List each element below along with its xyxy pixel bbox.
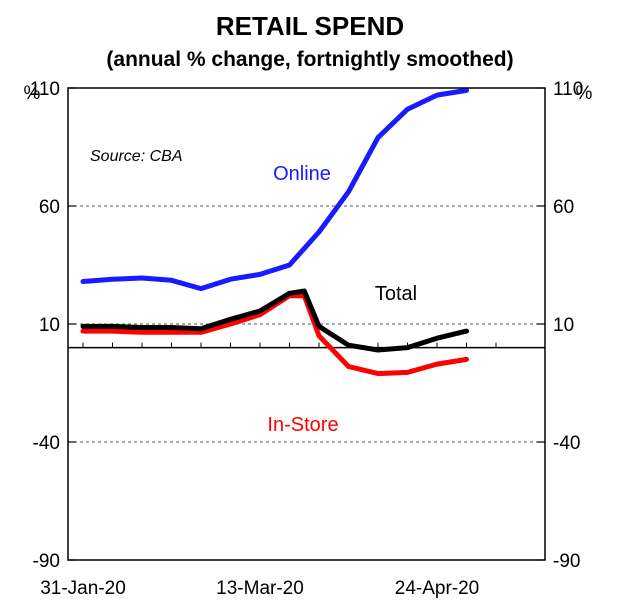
y-unit-right: % [576, 83, 593, 104]
y-tick-label-right: -90 [553, 551, 580, 572]
series-label-online: Online [273, 163, 331, 185]
y-tick-label-right: -40 [553, 433, 580, 454]
x-tick-label: 13-Mar-20 [216, 578, 304, 599]
source-note: Source: CBA [90, 148, 182, 165]
y-tick-label-right: 110 [553, 79, 583, 100]
series-label-total: Total [375, 283, 417, 305]
y-unit-left: % [24, 83, 41, 104]
y-tick-label-right: 60 [553, 197, 574, 218]
y-tick-label-left: 10 [39, 315, 60, 336]
chart-subtitle: (annual % change, fortnightly smoothed) [106, 48, 513, 71]
y-tick-label-left: 110 [30, 79, 60, 100]
y-tick-label-right: 10 [553, 315, 574, 336]
y-tick-label-left: -90 [33, 551, 60, 572]
x-tick-label: 31-Jan-20 [40, 578, 126, 599]
y-tick-label-left: 60 [39, 197, 60, 218]
x-tick-label: 24-Apr-20 [395, 578, 480, 599]
y-tick-label-left: -40 [33, 433, 60, 454]
series-line-online [80, 87, 469, 292]
series-line-total [80, 288, 469, 353]
series-label-in-store: In-Store [267, 414, 338, 436]
chart-title: RETAIL SPEND [216, 11, 404, 41]
